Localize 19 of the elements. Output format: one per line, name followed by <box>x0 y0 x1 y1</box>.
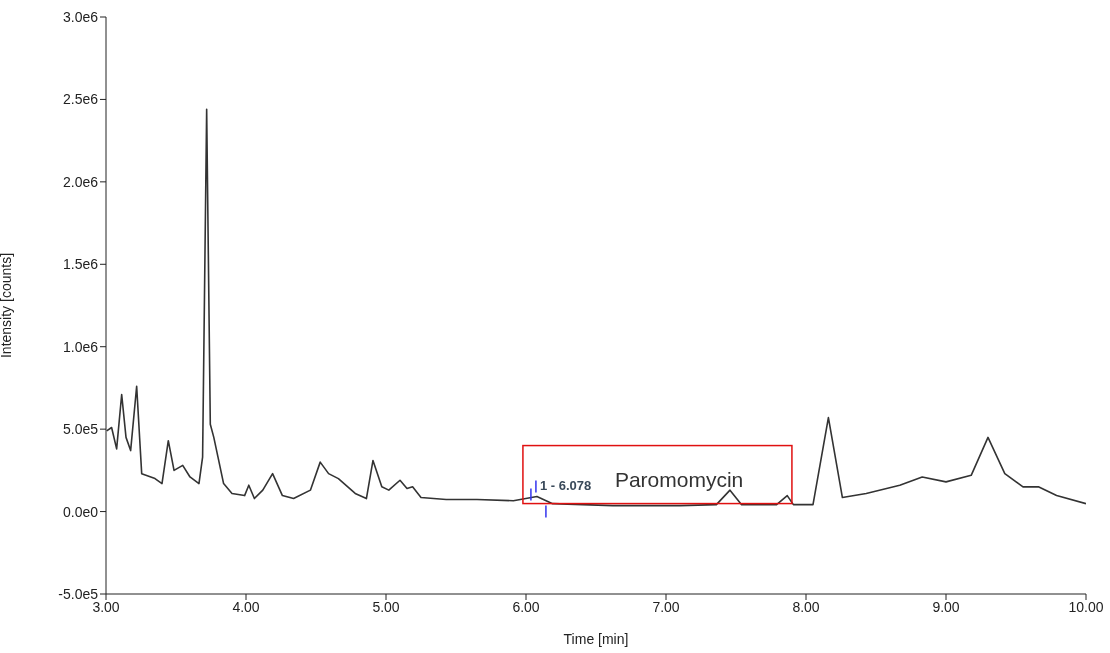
x-tick-label: 8.00 <box>792 598 820 615</box>
y-tick-label: 0.0e0 <box>62 503 99 520</box>
y-tick-label: 3.0e6 <box>62 8 99 25</box>
y-tick-label: 1.0e6 <box>62 338 99 355</box>
annotation: 1 - 6.078 <box>539 477 592 493</box>
line-series <box>106 108 1086 507</box>
x-axis-title: Time [min] <box>563 631 629 647</box>
x-tick-label: 6.00 <box>512 598 540 615</box>
y-tick-label: 2.5e6 <box>62 91 99 108</box>
y-axis-title: Intensity [counts] <box>0 252 14 359</box>
x-tick-label: 9.00 <box>932 598 960 615</box>
x-tick-label: 5.00 <box>372 598 400 615</box>
x-tick-label: 10.00 <box>1068 598 1104 615</box>
x-tick-label: 4.00 <box>232 598 260 615</box>
annotation: Paromomycin <box>614 467 744 491</box>
y-tick-label: 2.0e6 <box>62 173 99 190</box>
y-tick-label: 1.5e6 <box>62 256 99 273</box>
x-tick-label: 7.00 <box>652 598 680 615</box>
y-tick-label: 5.0e5 <box>62 421 99 438</box>
